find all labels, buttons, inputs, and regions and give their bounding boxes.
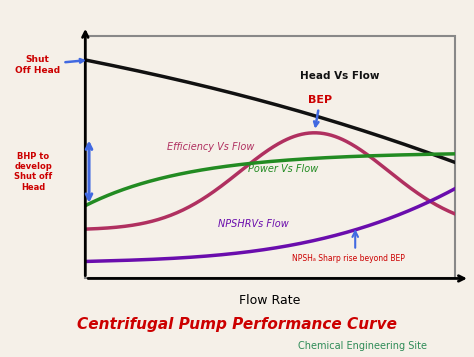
Text: Flow Rate: Flow Rate xyxy=(239,294,301,307)
Text: Head Vs Flow: Head Vs Flow xyxy=(300,71,379,81)
Text: Chemical Engineering Site: Chemical Engineering Site xyxy=(298,341,427,351)
Text: NPSHRVs Flow: NPSHRVs Flow xyxy=(219,220,289,230)
Text: BEP: BEP xyxy=(308,95,332,126)
Text: Shut
Off Head: Shut Off Head xyxy=(15,55,83,75)
Text: NPSHₐ Sharp rise beyond BEP: NPSHₐ Sharp rise beyond BEP xyxy=(292,254,405,263)
Text: Efficiency Vs Flow: Efficiency Vs Flow xyxy=(167,142,254,152)
Text: Power Vs Flow: Power Vs Flow xyxy=(248,164,318,174)
Text: BHP to
develop
Shut off
Head: BHP to develop Shut off Head xyxy=(14,151,53,192)
Text: Centrifugal Pump Performance Curve: Centrifugal Pump Performance Curve xyxy=(77,317,397,332)
